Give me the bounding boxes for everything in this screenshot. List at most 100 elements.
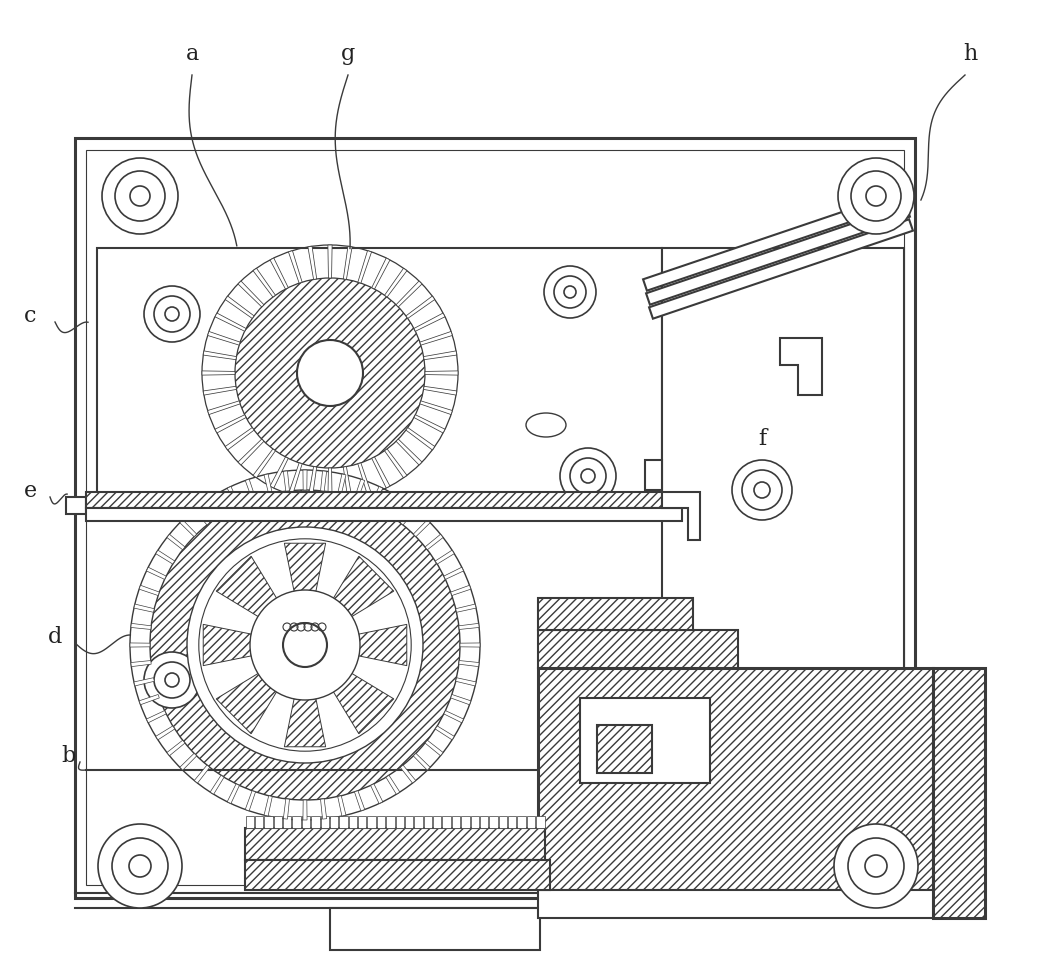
- Bar: [302, 816, 310, 828]
- Polygon shape: [321, 799, 326, 819]
- Circle shape: [560, 448, 616, 504]
- Polygon shape: [155, 550, 174, 564]
- Polygon shape: [167, 535, 185, 550]
- Polygon shape: [203, 351, 237, 360]
- Bar: [367, 816, 376, 828]
- Text: e: e: [23, 480, 37, 502]
- Polygon shape: [371, 486, 382, 506]
- Bar: [597, 725, 652, 773]
- Bar: [331, 908, 540, 950]
- Bar: [86, 150, 904, 885]
- Bar: [662, 248, 904, 788]
- Polygon shape: [328, 468, 332, 501]
- Bar: [414, 816, 422, 828]
- Polygon shape: [284, 699, 325, 747]
- Polygon shape: [155, 726, 174, 740]
- Polygon shape: [194, 507, 210, 525]
- Polygon shape: [194, 765, 210, 783]
- Polygon shape: [451, 585, 471, 596]
- Circle shape: [865, 855, 887, 877]
- Text: f: f: [758, 428, 766, 450]
- Bar: [396, 816, 403, 828]
- Circle shape: [144, 286, 200, 342]
- Polygon shape: [406, 296, 435, 318]
- Polygon shape: [215, 313, 246, 332]
- Text: d: d: [48, 626, 62, 648]
- Polygon shape: [216, 674, 277, 734]
- Polygon shape: [210, 496, 224, 514]
- Polygon shape: [355, 480, 364, 499]
- Bar: [452, 816, 460, 828]
- Polygon shape: [414, 415, 445, 433]
- Circle shape: [154, 662, 190, 698]
- Bar: [245, 860, 550, 890]
- Circle shape: [130, 186, 150, 206]
- Bar: [538, 668, 934, 890]
- Circle shape: [115, 171, 165, 221]
- Circle shape: [834, 824, 918, 908]
- Circle shape: [102, 158, 178, 234]
- Polygon shape: [413, 520, 430, 537]
- Polygon shape: [139, 694, 159, 705]
- Polygon shape: [253, 449, 276, 478]
- Bar: [264, 816, 272, 828]
- Polygon shape: [646, 205, 910, 305]
- Polygon shape: [238, 281, 264, 307]
- Polygon shape: [435, 726, 454, 740]
- Polygon shape: [180, 753, 196, 770]
- Polygon shape: [208, 332, 240, 345]
- Bar: [580, 698, 710, 783]
- Bar: [75, 138, 914, 898]
- Circle shape: [544, 266, 596, 318]
- Bar: [86, 508, 682, 521]
- Circle shape: [838, 158, 914, 234]
- Polygon shape: [288, 250, 302, 283]
- Polygon shape: [180, 520, 196, 537]
- Bar: [97, 248, 662, 496]
- Circle shape: [851, 171, 901, 221]
- Bar: [404, 816, 413, 828]
- Bar: [245, 828, 545, 860]
- Polygon shape: [372, 258, 390, 289]
- Polygon shape: [425, 535, 444, 550]
- Polygon shape: [444, 711, 464, 722]
- Polygon shape: [270, 457, 288, 488]
- Polygon shape: [147, 711, 166, 722]
- Polygon shape: [396, 439, 422, 465]
- Bar: [339, 816, 347, 828]
- Polygon shape: [238, 439, 264, 465]
- Polygon shape: [264, 474, 272, 494]
- Bar: [538, 630, 738, 668]
- Polygon shape: [283, 799, 289, 819]
- Polygon shape: [334, 674, 394, 734]
- Polygon shape: [202, 371, 235, 375]
- Polygon shape: [167, 740, 185, 756]
- Polygon shape: [384, 268, 407, 297]
- Text: b: b: [61, 745, 75, 767]
- Circle shape: [165, 673, 180, 687]
- Polygon shape: [208, 401, 240, 415]
- Circle shape: [848, 838, 904, 894]
- Circle shape: [250, 590, 360, 700]
- Bar: [312, 816, 320, 828]
- Polygon shape: [284, 543, 325, 591]
- Polygon shape: [216, 556, 277, 617]
- Bar: [538, 890, 934, 918]
- Polygon shape: [147, 568, 166, 579]
- Circle shape: [154, 296, 190, 332]
- Bar: [245, 816, 253, 828]
- Polygon shape: [225, 296, 254, 318]
- Bar: [498, 816, 507, 828]
- Bar: [358, 816, 366, 828]
- Text: c: c: [23, 305, 36, 327]
- Polygon shape: [662, 492, 700, 540]
- Polygon shape: [328, 245, 332, 278]
- Polygon shape: [385, 776, 400, 794]
- Polygon shape: [372, 457, 390, 488]
- Polygon shape: [334, 556, 394, 617]
- Polygon shape: [225, 427, 254, 450]
- Polygon shape: [343, 466, 352, 500]
- Polygon shape: [423, 351, 457, 360]
- Polygon shape: [215, 415, 246, 433]
- Bar: [423, 816, 432, 828]
